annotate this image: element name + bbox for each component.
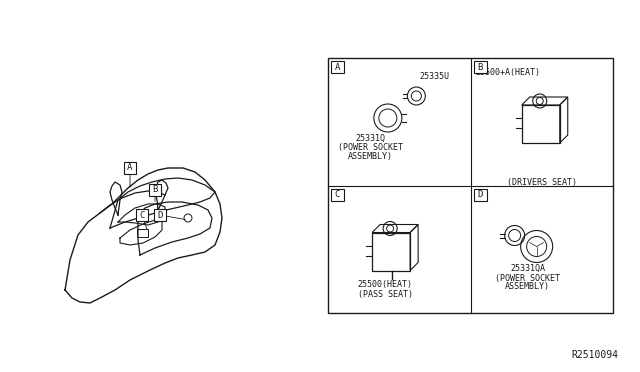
- Text: A: A: [335, 62, 340, 71]
- Text: ASSEMBLY): ASSEMBLY): [348, 152, 393, 161]
- FancyBboxPatch shape: [124, 162, 136, 174]
- Text: 25500+A(HEAT): 25500+A(HEAT): [476, 68, 541, 77]
- FancyBboxPatch shape: [474, 61, 486, 73]
- Text: R2510094: R2510094: [571, 350, 618, 360]
- Text: 25331QA: 25331QA: [510, 263, 545, 273]
- Text: B: B: [477, 62, 483, 71]
- FancyBboxPatch shape: [136, 209, 148, 221]
- Text: (PASS SEAT): (PASS SEAT): [358, 289, 413, 298]
- Bar: [328, 58, 613, 313]
- Text: C: C: [335, 190, 340, 199]
- Text: (DRIVERS SEAT): (DRIVERS SEAT): [507, 177, 577, 186]
- Text: D: D: [477, 190, 483, 199]
- Bar: [137, 229, 148, 237]
- FancyBboxPatch shape: [331, 189, 344, 201]
- FancyBboxPatch shape: [154, 209, 166, 221]
- Text: (POWER SOCKET: (POWER SOCKET: [495, 273, 560, 282]
- Bar: [372, 232, 410, 270]
- Text: (POWER SOCKET: (POWER SOCKET: [339, 143, 403, 152]
- Text: 25335U: 25335U: [420, 72, 450, 81]
- FancyBboxPatch shape: [331, 61, 344, 73]
- Text: C: C: [140, 211, 145, 219]
- Text: D: D: [157, 211, 163, 219]
- Text: ASSEMBLY): ASSEMBLY): [505, 282, 550, 292]
- Text: 25500(HEAT): 25500(HEAT): [358, 279, 413, 289]
- Text: B: B: [152, 186, 157, 195]
- FancyBboxPatch shape: [474, 189, 486, 201]
- Text: 25331Q: 25331Q: [356, 134, 386, 143]
- FancyBboxPatch shape: [149, 184, 161, 196]
- Bar: [522, 105, 560, 143]
- Text: A: A: [127, 164, 132, 173]
